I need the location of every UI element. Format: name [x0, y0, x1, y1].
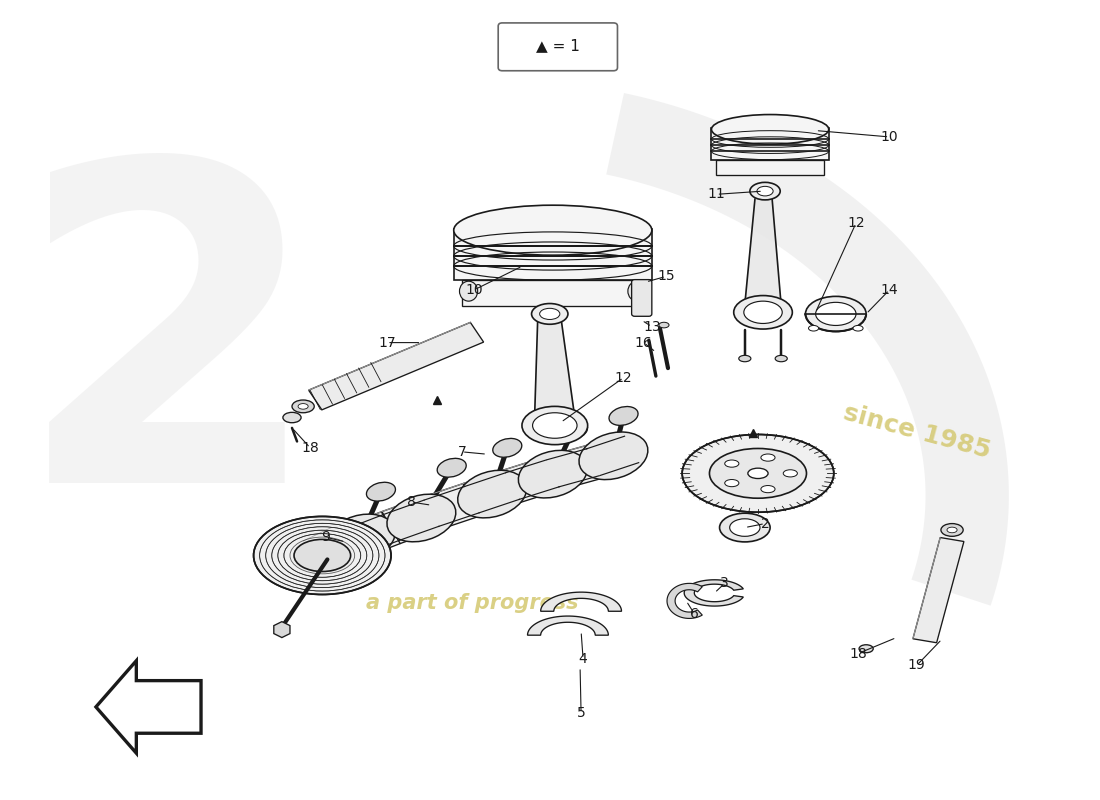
Polygon shape — [309, 322, 484, 410]
Text: 6: 6 — [690, 606, 698, 621]
Text: 12: 12 — [615, 370, 632, 385]
Ellipse shape — [805, 296, 866, 331]
Ellipse shape — [725, 479, 739, 486]
Ellipse shape — [628, 282, 646, 301]
Ellipse shape — [298, 403, 308, 409]
Text: 19: 19 — [908, 658, 925, 673]
Ellipse shape — [761, 486, 776, 493]
Ellipse shape — [748, 468, 768, 478]
Polygon shape — [535, 310, 575, 419]
Ellipse shape — [712, 114, 828, 144]
Text: 10: 10 — [465, 283, 483, 297]
Text: 2: 2 — [761, 517, 769, 530]
Polygon shape — [584, 434, 640, 478]
Text: 8: 8 — [407, 495, 416, 509]
Polygon shape — [913, 538, 964, 642]
Polygon shape — [96, 661, 201, 753]
Ellipse shape — [725, 460, 739, 467]
Ellipse shape — [783, 470, 798, 477]
FancyBboxPatch shape — [712, 129, 828, 160]
Ellipse shape — [852, 326, 864, 331]
Ellipse shape — [522, 406, 587, 445]
Ellipse shape — [815, 302, 856, 326]
Ellipse shape — [710, 449, 806, 498]
Ellipse shape — [292, 400, 315, 413]
Polygon shape — [541, 592, 622, 611]
Ellipse shape — [808, 326, 818, 331]
Text: a part of progress: a part of progress — [365, 594, 579, 614]
Polygon shape — [463, 470, 521, 516]
Text: 17: 17 — [378, 336, 396, 350]
Ellipse shape — [940, 523, 964, 536]
Text: 15: 15 — [657, 270, 674, 283]
Text: 4: 4 — [579, 652, 587, 666]
Ellipse shape — [734, 295, 792, 329]
Ellipse shape — [437, 458, 466, 477]
Text: 18: 18 — [301, 441, 319, 455]
Polygon shape — [528, 616, 608, 635]
Ellipse shape — [532, 413, 578, 438]
Polygon shape — [745, 187, 781, 306]
Ellipse shape — [729, 518, 760, 536]
Ellipse shape — [757, 186, 773, 196]
Polygon shape — [422, 483, 481, 530]
Ellipse shape — [254, 517, 392, 594]
Text: 9: 9 — [321, 530, 330, 544]
Text: 5: 5 — [576, 706, 585, 720]
Polygon shape — [274, 622, 290, 638]
Text: 2: 2 — [14, 145, 323, 575]
Polygon shape — [382, 498, 441, 543]
Ellipse shape — [540, 308, 560, 319]
Polygon shape — [304, 527, 360, 578]
Ellipse shape — [659, 322, 669, 328]
Text: 10: 10 — [881, 130, 899, 144]
Ellipse shape — [518, 450, 587, 498]
Ellipse shape — [744, 301, 782, 323]
Ellipse shape — [682, 434, 834, 512]
Polygon shape — [282, 529, 354, 580]
FancyBboxPatch shape — [453, 229, 652, 281]
Ellipse shape — [327, 514, 395, 562]
Ellipse shape — [739, 355, 751, 362]
Polygon shape — [667, 583, 702, 618]
Polygon shape — [336, 512, 400, 561]
Ellipse shape — [859, 645, 873, 653]
Ellipse shape — [719, 514, 770, 542]
Ellipse shape — [387, 494, 455, 542]
Ellipse shape — [458, 470, 527, 518]
Text: 12: 12 — [847, 216, 865, 230]
Ellipse shape — [609, 406, 638, 426]
FancyBboxPatch shape — [716, 160, 824, 175]
Text: 14: 14 — [881, 283, 899, 297]
Ellipse shape — [559, 421, 587, 440]
Polygon shape — [546, 446, 601, 490]
Ellipse shape — [531, 303, 568, 324]
Text: 18: 18 — [849, 646, 867, 661]
Ellipse shape — [460, 282, 477, 301]
Text: since 1985: since 1985 — [840, 401, 993, 463]
Text: 16: 16 — [635, 336, 652, 350]
Polygon shape — [504, 457, 561, 502]
Ellipse shape — [366, 482, 396, 501]
Polygon shape — [684, 580, 744, 606]
Text: 13: 13 — [644, 320, 661, 334]
Ellipse shape — [453, 205, 652, 255]
Text: 3: 3 — [720, 576, 729, 590]
Ellipse shape — [761, 454, 776, 461]
FancyBboxPatch shape — [498, 23, 617, 70]
FancyBboxPatch shape — [462, 281, 644, 306]
Ellipse shape — [294, 539, 351, 571]
Ellipse shape — [579, 432, 648, 480]
Ellipse shape — [750, 182, 780, 200]
Ellipse shape — [283, 412, 301, 422]
Text: 7: 7 — [458, 445, 466, 459]
Ellipse shape — [947, 527, 957, 533]
Text: 11: 11 — [707, 187, 725, 202]
FancyBboxPatch shape — [631, 280, 652, 316]
Ellipse shape — [493, 438, 521, 458]
Text: ▲ = 1: ▲ = 1 — [536, 38, 580, 53]
Ellipse shape — [776, 355, 788, 362]
